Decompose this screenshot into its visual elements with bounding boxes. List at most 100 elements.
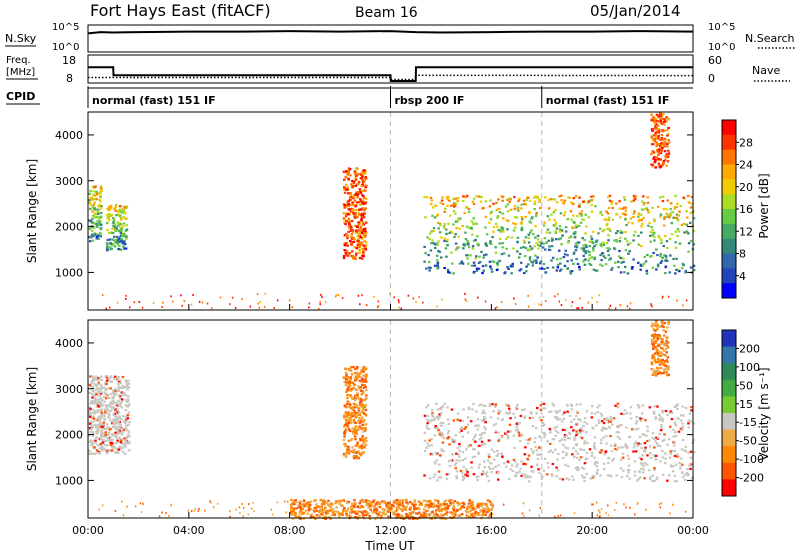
data-cell (661, 358, 664, 361)
data-cell (521, 218, 524, 221)
data-cell (97, 405, 101, 408)
data-cell (357, 182, 360, 185)
data-cell (662, 137, 665, 140)
colorbar-segment (722, 479, 736, 497)
data-cell (665, 129, 669, 132)
data-cell (643, 255, 646, 259)
data-cell (115, 415, 118, 418)
data-cell (657, 153, 660, 156)
data-cell (88, 406, 91, 409)
data-cell (624, 231, 627, 234)
data-cell (428, 420, 432, 423)
data-cell (536, 463, 539, 466)
cpid-mode-label: rbsp 200 IF (395, 94, 465, 107)
data-cell (516, 236, 520, 239)
data-cell (458, 431, 462, 434)
data-cell (592, 268, 596, 271)
data-cell (658, 503, 661, 506)
data-cell (430, 444, 433, 447)
data-cell (652, 353, 655, 356)
data-cell (359, 439, 362, 442)
data-cell (475, 424, 478, 427)
data-cell (566, 267, 570, 270)
data-cell (637, 220, 641, 223)
data-cell (323, 500, 327, 503)
data-cell (446, 511, 449, 514)
data-cell (495, 208, 499, 212)
data-cell (662, 329, 665, 332)
data-cell (449, 498, 452, 502)
data-cell (348, 379, 352, 382)
data-cell (654, 166, 658, 169)
data-cell (525, 265, 528, 268)
data-cell (637, 261, 640, 264)
data-cell (488, 221, 491, 224)
data-cell (424, 515, 428, 518)
data-cell (470, 515, 472, 518)
data-cell (655, 442, 659, 445)
data-cell (476, 445, 480, 448)
data-cell (364, 246, 367, 249)
data-cell (343, 435, 346, 438)
data-cell (624, 445, 627, 448)
data-cell (351, 219, 354, 223)
data-cell (587, 301, 589, 304)
data-cell (443, 239, 446, 242)
data-cell (344, 383, 348, 386)
data-cell (88, 192, 91, 195)
data-cell (88, 219, 91, 222)
data-cell (554, 209, 557, 212)
data-cell (561, 234, 564, 237)
data-cell (104, 411, 107, 414)
data-cell (568, 414, 572, 417)
data-cell (466, 515, 469, 518)
data-cell (109, 409, 113, 412)
data-cell (528, 416, 532, 420)
data-cell (115, 228, 119, 231)
data-cell (359, 371, 363, 374)
data-cell (353, 194, 356, 197)
data-cell (650, 113, 653, 116)
data-cell (648, 439, 651, 442)
data-cell (481, 470, 485, 473)
data-cell (450, 251, 453, 254)
data-cell (90, 379, 94, 383)
data-cell (461, 513, 464, 516)
data-cell (363, 412, 366, 415)
data-cell (454, 513, 457, 517)
data-cell (650, 143, 654, 146)
data-cell (231, 296, 234, 299)
data-cell (609, 257, 612, 260)
data-cell (349, 207, 352, 210)
data-cell (116, 301, 119, 304)
data-cell (343, 244, 346, 247)
data-cell (607, 227, 611, 230)
data-cell (676, 403, 680, 406)
data-cell (358, 249, 361, 252)
data-cell (682, 196, 685, 199)
data-cell (117, 451, 120, 455)
data-cell (465, 225, 469, 228)
data-cell (485, 507, 488, 510)
data-cell (692, 243, 696, 246)
data-cell (357, 229, 360, 232)
data-cell (519, 268, 523, 271)
data-cell (358, 424, 362, 427)
data-cell (643, 449, 647, 452)
data-cell (508, 410, 512, 413)
data-cell (478, 502, 481, 505)
data-cell (358, 208, 361, 211)
data-cell (595, 424, 598, 427)
data-cell (470, 227, 473, 230)
data-cell (349, 174, 352, 177)
data-cell (96, 424, 99, 427)
data-cell (541, 475, 544, 478)
data-cell (661, 456, 665, 459)
data-cell (408, 515, 412, 518)
data-cell (593, 447, 597, 450)
data-cell (290, 507, 293, 510)
data-cell (350, 204, 353, 207)
data-cell (307, 509, 311, 512)
data-cell (671, 470, 675, 473)
data-cell (501, 455, 504, 458)
